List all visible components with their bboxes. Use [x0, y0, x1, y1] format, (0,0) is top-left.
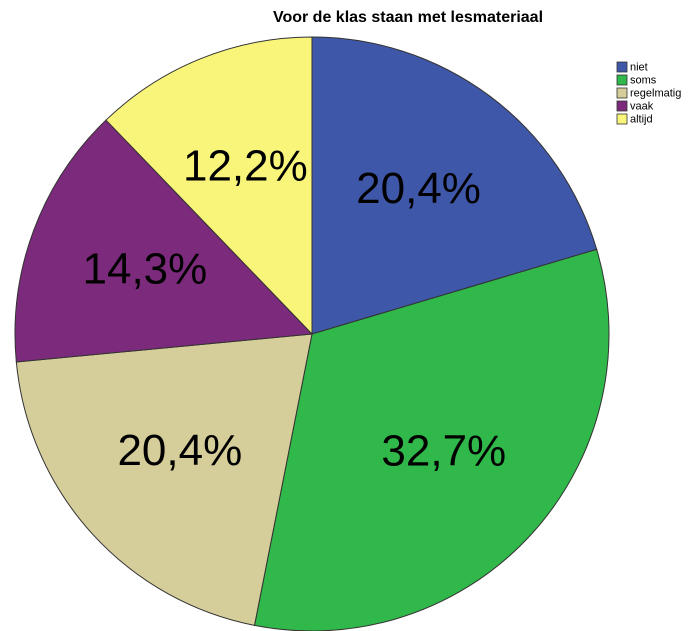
- legend-swatch: [616, 87, 628, 99]
- pie-slice: [253, 248, 610, 631]
- data-label: 12,2%: [183, 141, 308, 190]
- pie-slice: [311, 36, 598, 335]
- legend-label: altijd: [630, 113, 653, 125]
- pie-slice: [105, 36, 313, 336]
- legend-swatch: [616, 113, 628, 125]
- pie-slice: [14, 119, 314, 363]
- legend-label: vaak: [630, 100, 654, 112]
- chart-title: Voor de klas staan met lesmateriaal: [273, 9, 543, 26]
- legend-swatch: [616, 74, 628, 86]
- legend-swatch: [616, 61, 628, 73]
- data-label: 14,3%: [83, 245, 208, 294]
- data-label: 32,7%: [381, 427, 506, 476]
- legend-swatch: [616, 100, 628, 112]
- legend-label: niet: [630, 61, 648, 73]
- data-label: 20,4%: [117, 426, 242, 475]
- pie-slice: [15, 333, 313, 626]
- data-label: 20,4%: [356, 164, 481, 213]
- legend-label: soms: [630, 74, 657, 86]
- legend-label: regelmatig: [630, 87, 681, 99]
